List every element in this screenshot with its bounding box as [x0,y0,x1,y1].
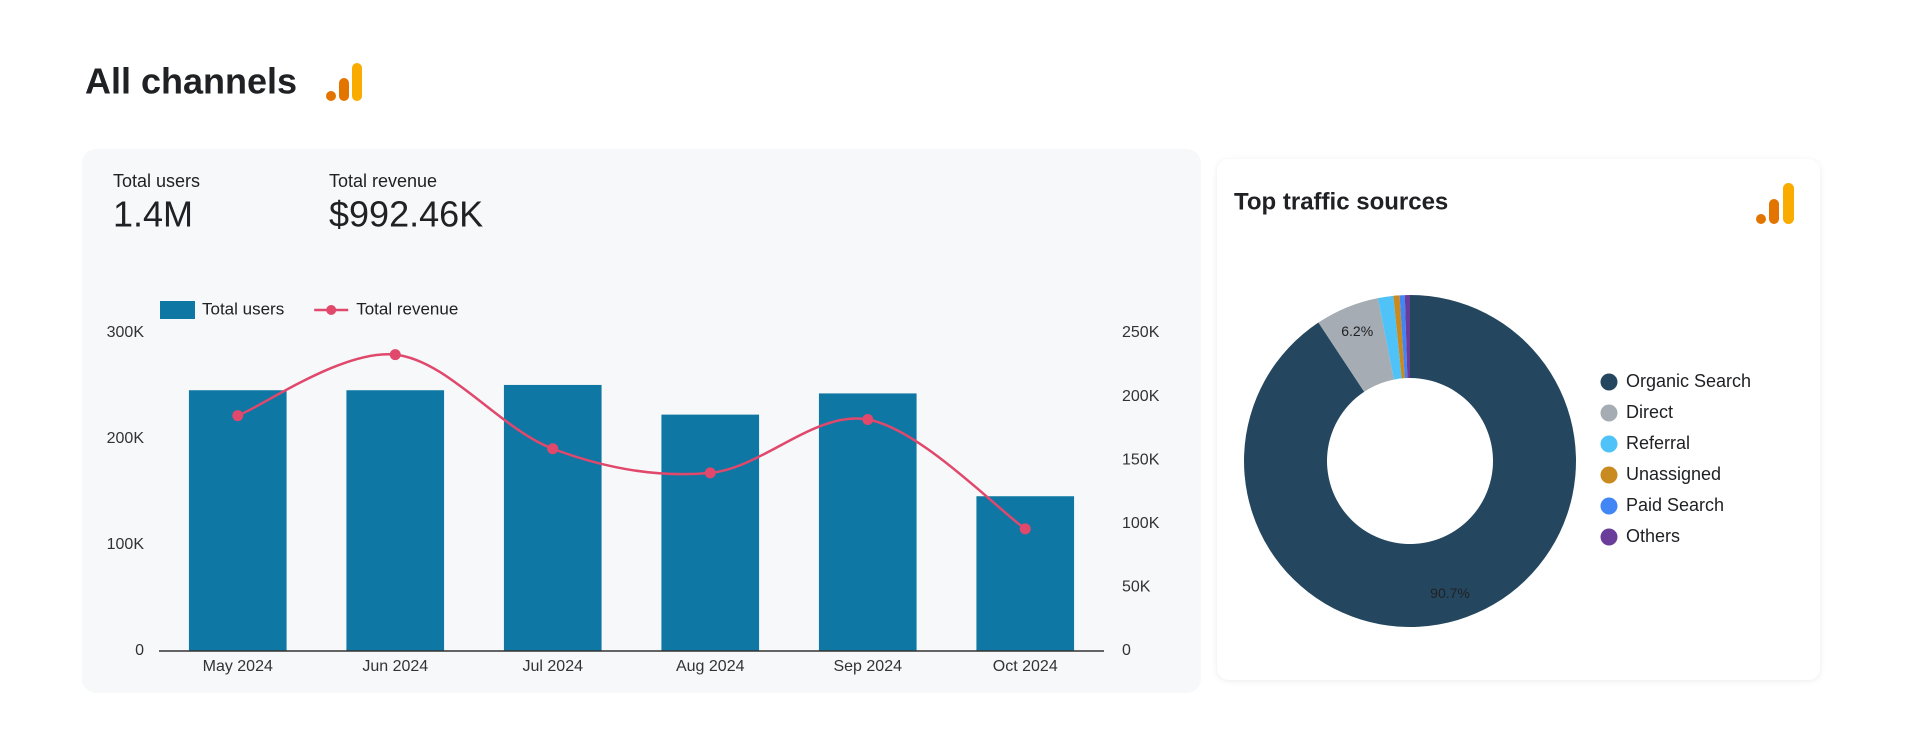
y2-tick-label: 0 [1122,642,1131,659]
kpi-label: Total users [113,171,200,191]
legend-label: Direct [1626,402,1673,422]
donut-chart: 90.7% Organic Search 6.2% Direct Referral Una… [1244,295,1751,627]
line-point [704,467,716,479]
y-tick-label: 100K [107,536,145,553]
slice-label: 90.7% [1430,585,1470,601]
y-tick-label: 300K [107,324,145,341]
slice [1318,298,1394,392]
legend-dot [1600,404,1618,422]
legend-label: Total users [202,299,284,318]
legend-dot [1600,435,1618,453]
bar [188,390,287,651]
analytics-icon [1756,183,1794,224]
legend-label: Organic Search [1626,371,1751,391]
x-tick-label: Jul 2024 [523,658,584,675]
x-tick-label: Oct 2024 [993,658,1058,675]
y-tick-label: 200K [107,430,145,447]
y2-tick-label: 200K [1122,388,1160,405]
bar [818,393,917,651]
slice [1399,295,1408,379]
legend-dot [1600,528,1618,546]
page-title: All channels [85,61,297,102]
line [237,353,1026,530]
x-tick-label: Aug 2024 [676,658,745,675]
y2-tick-label: 150K [1122,451,1160,468]
combo-chart: 0 100K 200K 300K 0 50K 100K 150K 200K 250K May 202… [107,299,1160,675]
legend-dot [326,305,337,315]
legend-swatch [160,301,195,319]
y2-tick-label: 250K [1122,324,1160,341]
x-tick-label: Jun 2024 [362,658,428,675]
y2-tick-label: 100K [1122,515,1160,532]
legend-dot [1600,466,1618,484]
slice [1377,295,1402,380]
y2-tick-label: 50K [1122,579,1151,596]
legend-label: Paid Search [1626,495,1724,515]
x-tick-label: Sep 2024 [833,658,902,675]
legend-dot [1600,497,1618,515]
legend-label: Others [1626,526,1680,546]
bar [976,496,1075,651]
kpi-label: Total revenue [329,171,437,191]
line-point [389,349,401,361]
legend-label: Total revenue [356,299,458,318]
legend-label: Referral [1626,433,1690,453]
slice [1393,295,1405,379]
y-tick-label: 0 [135,642,144,659]
slice [1244,295,1576,627]
x-tick-label: May 2024 [203,658,273,675]
legend-label: Unassigned [1626,464,1721,484]
kpi-value: 1.4M [113,194,193,235]
kpi-value: $992.46K [329,194,483,235]
line-point [862,413,874,425]
line-point [232,410,244,422]
slice-label: 6.2% [1341,323,1373,339]
bar [503,384,602,651]
slice [1404,295,1410,379]
line-point [547,443,559,455]
bar [346,390,445,651]
legend-dot [1600,373,1618,391]
bar [661,414,760,651]
card-title: Top traffic sources [1234,188,1448,215]
line-point [1019,523,1031,535]
analytics-icon [326,63,362,101]
